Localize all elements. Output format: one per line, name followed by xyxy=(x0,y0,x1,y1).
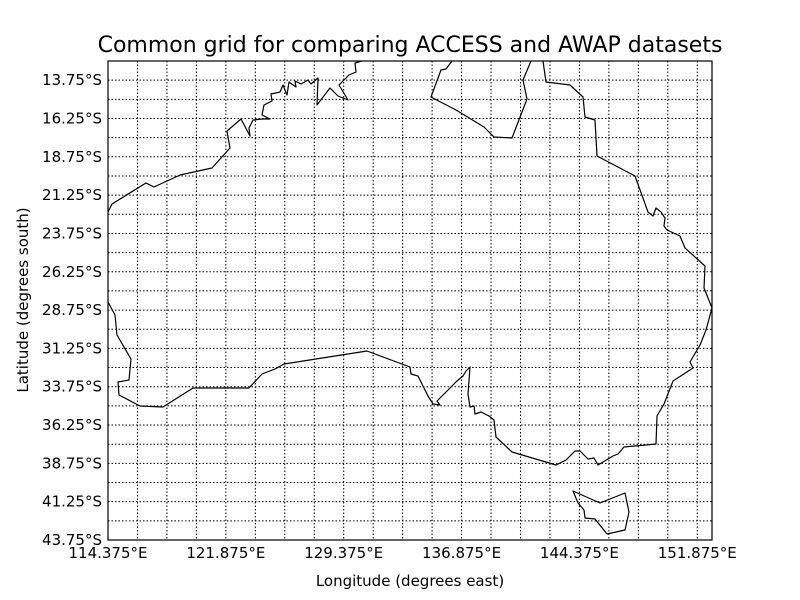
x-tick-label: 151.875°E xyxy=(658,544,737,562)
map-title: Common grid for comparing ACCESS and AWA… xyxy=(98,33,723,58)
y-tick-label: 38.75°S xyxy=(42,454,102,472)
y-tick-label: 43.75°S xyxy=(42,531,102,549)
y-tick-label: 23.75°S xyxy=(42,224,102,242)
graticule-grid xyxy=(108,61,712,540)
y-tick-label: 28.75°S xyxy=(42,301,102,319)
y-tick-label: 18.75°S xyxy=(42,148,102,166)
coastline-mainland xyxy=(107,60,713,466)
x-tick-label: 129.375°E xyxy=(304,544,383,562)
y-tick-label: 31.25°S xyxy=(42,339,102,357)
coastline-tasmania xyxy=(572,490,630,535)
coastline xyxy=(107,60,713,535)
x-tick-label: 114.375°E xyxy=(68,544,147,562)
y-tick-label: 26.25°S xyxy=(42,263,102,281)
y-tick-label: 36.25°S xyxy=(42,416,102,434)
x-tick-label: 121.875°E xyxy=(186,544,265,562)
y-tick-label: 33.75°S xyxy=(42,378,102,396)
x-tick-label: 144.375°E xyxy=(540,544,619,562)
y-tick-label: 41.25°S xyxy=(42,493,102,511)
x-tick-label: 136.875°E xyxy=(422,544,501,562)
y-tick-label: 13.75°S xyxy=(42,71,102,89)
y-tick-label: 21.25°S xyxy=(42,186,102,204)
axis-ticks: 114.375°E 121.875°E 129.375°E 136.875°E 144.… xyxy=(42,71,737,562)
x-axis-label: Longitude (degrees east) xyxy=(316,572,504,590)
plot-frame xyxy=(107,60,713,541)
y-axis-label: Latitude (degrees south) xyxy=(14,207,32,392)
y-tick-label: 16.25°S xyxy=(42,109,102,127)
